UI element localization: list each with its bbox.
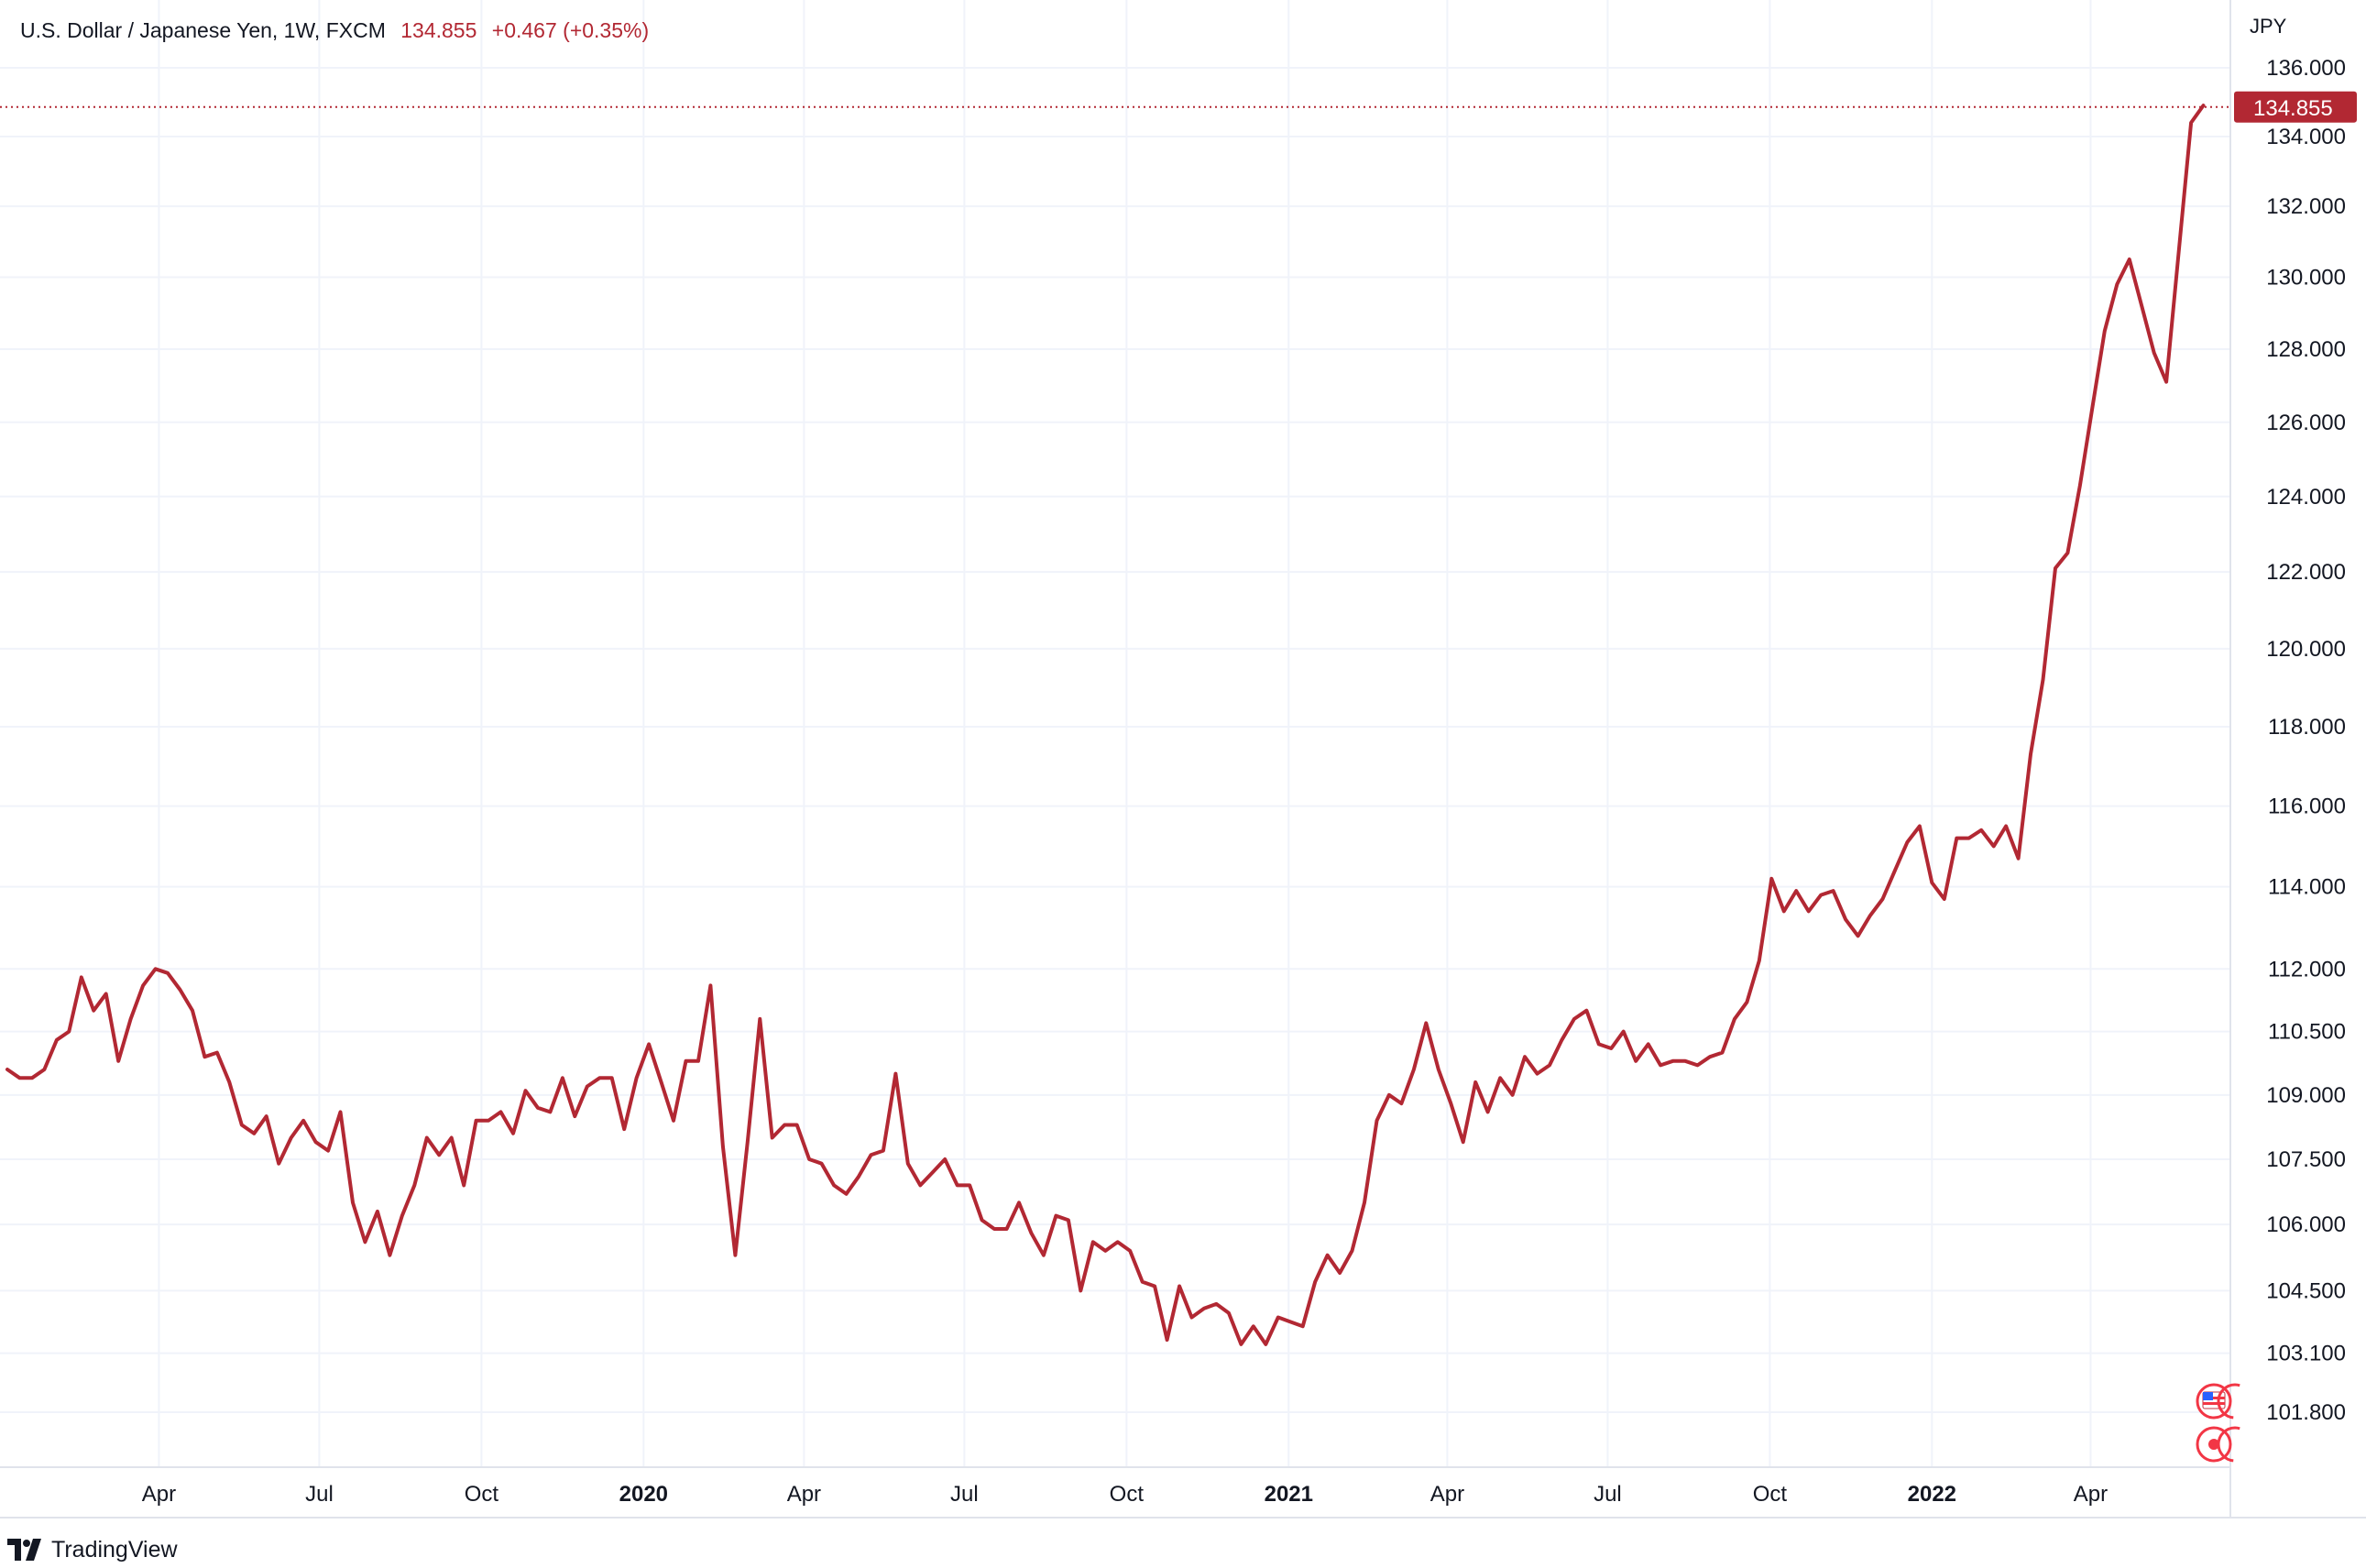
time-tick-label: Apr bbox=[142, 1482, 176, 1507]
price-tick-label: 103.100 bbox=[2266, 1342, 2346, 1366]
price-tick-label: 122.000 bbox=[2266, 560, 2346, 585]
price-tick-label: 120.000 bbox=[2266, 637, 2346, 662]
price-tick-label: 130.000 bbox=[2266, 265, 2346, 290]
time-tick-label: Oct bbox=[465, 1482, 499, 1507]
price-tick-label: 128.000 bbox=[2266, 337, 2346, 362]
price-series-line bbox=[5, 104, 2206, 1346]
chart-grid bbox=[0, 0, 2230, 1467]
time-tick-label: Oct bbox=[1753, 1482, 1788, 1507]
last-price: 134.855 bbox=[400, 18, 477, 42]
time-tick-label: Oct bbox=[1110, 1482, 1145, 1507]
price-tick-label: 116.000 bbox=[2268, 795, 2346, 819]
us-flag-icon[interactable] bbox=[2196, 1383, 2253, 1420]
price-tick-label: 109.000 bbox=[2266, 1083, 2346, 1108]
price-axis[interactable]: 101.800 103.100 104.500 106.000 107.500 109.0… bbox=[2266, 56, 2346, 1425]
time-tick-label: Jul bbox=[305, 1482, 334, 1507]
price-tick-label: 136.000 bbox=[2266, 56, 2346, 81]
price-tick-label: 107.500 bbox=[2266, 1147, 2346, 1172]
tradingview-logo[interactable]: TradingView bbox=[7, 1536, 178, 1563]
price-tick-label: 114.000 bbox=[2268, 875, 2346, 900]
price-tick-label: 132.000 bbox=[2266, 194, 2346, 219]
last-price-badge-label: 134.855 bbox=[2253, 96, 2333, 121]
symbol-header: U.S. Dollar / Japanese Yen, 1W, FXCM 134… bbox=[20, 18, 649, 43]
time-tick-label: 2022 bbox=[1908, 1482, 1956, 1507]
price-tick-label: 106.000 bbox=[2266, 1212, 2346, 1237]
time-tick-label: Jul bbox=[950, 1482, 979, 1507]
price-tick-label: 124.000 bbox=[2266, 485, 2346, 510]
time-tick-label: Jul bbox=[1594, 1482, 1622, 1507]
brand-name: TradingView bbox=[51, 1536, 178, 1563]
price-tick-label: 126.000 bbox=[2266, 411, 2346, 435]
price-change: +0.467 (+0.35%) bbox=[491, 18, 650, 42]
price-tick-label: 104.500 bbox=[2266, 1278, 2346, 1303]
price-tick-label: 118.000 bbox=[2268, 715, 2346, 740]
symbol-title[interactable]: U.S. Dollar / Japanese Yen, 1W, FXCM bbox=[20, 18, 386, 42]
time-tick-label: Apr bbox=[2074, 1482, 2108, 1507]
last-price-badge bbox=[2234, 91, 2357, 123]
time-tick-label: 2021 bbox=[1265, 1482, 1313, 1507]
price-tick-label: 134.000 bbox=[2266, 125, 2346, 149]
price-tick-label: 110.500 bbox=[2268, 1020, 2346, 1045]
price-tick-label: 101.800 bbox=[2266, 1400, 2346, 1425]
price-tick-label: 112.000 bbox=[2268, 957, 2346, 981]
currency-unit-label[interactable]: JPY bbox=[2250, 15, 2287, 38]
time-axis[interactable]: Apr Jul Oct 2020 Apr Jul Oct 2021 Apr Jul Oct 2022 A… bbox=[142, 1482, 2108, 1507]
event-marker-icon[interactable] bbox=[2196, 1426, 2253, 1463]
time-tick-label: 2020 bbox=[619, 1482, 668, 1507]
tradingview-logo-icon bbox=[7, 1539, 41, 1561]
time-tick-label: Apr bbox=[1430, 1482, 1464, 1507]
time-tick-label: Apr bbox=[787, 1482, 821, 1507]
